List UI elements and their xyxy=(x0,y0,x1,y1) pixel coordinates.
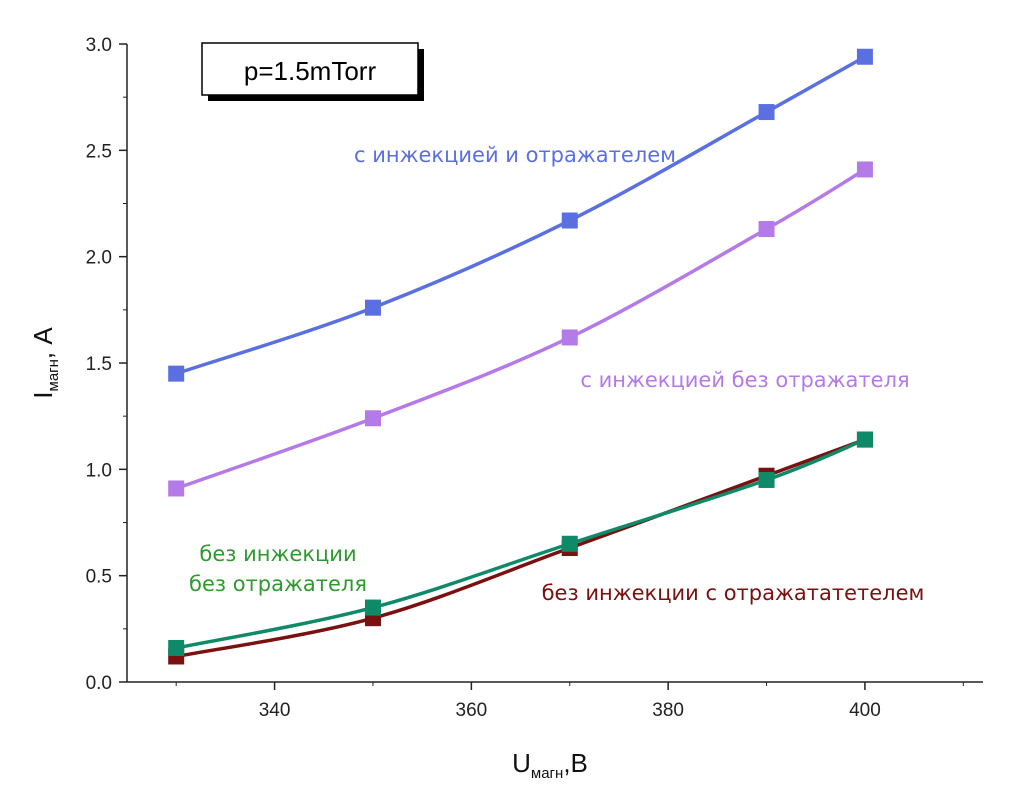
data-point xyxy=(561,329,578,346)
series-label-3: без инжекции без отражателя xyxy=(189,542,367,596)
y-tick-label: 0.0 xyxy=(86,673,112,694)
data-point xyxy=(856,48,873,65)
data-point xyxy=(364,299,381,316)
data-point xyxy=(168,365,185,382)
series-label-2: без инжекции с отражататетелем xyxy=(542,581,925,605)
series-labels: с инжекцией и отражателем с инжекцией без… xyxy=(189,143,924,605)
series-1 xyxy=(168,161,873,497)
data-point xyxy=(758,104,775,121)
y-tick-label: 3.0 xyxy=(86,35,112,56)
series-0 xyxy=(168,48,873,382)
data-point xyxy=(758,471,775,488)
data-point xyxy=(561,212,578,229)
y-tick-label: 0.5 xyxy=(86,567,112,588)
data-point xyxy=(561,535,578,552)
data-point xyxy=(168,480,185,497)
data-point xyxy=(856,431,873,448)
x-tick-label: 400 xyxy=(849,700,881,721)
series-label-0: с инжекцией и отражателем xyxy=(354,143,676,167)
series-label-1: с инжекцией без отражателя xyxy=(580,368,909,392)
y-tick-label: 2.0 xyxy=(86,248,112,269)
y-axis-title: Iмагн, A xyxy=(28,327,62,399)
series-layer xyxy=(168,48,873,665)
series-line xyxy=(175,437,866,650)
annotation-box: p=1.5mTorr xyxy=(201,42,424,101)
data-point xyxy=(364,410,381,427)
data-point xyxy=(758,221,775,238)
x-tick-label: 380 xyxy=(652,700,684,721)
x-tick-label: 340 xyxy=(259,700,291,721)
series-line xyxy=(175,55,866,376)
pressure-annotation: p=1.5mTorr xyxy=(244,56,377,86)
y-tick-label: 2.5 xyxy=(86,141,112,162)
data-point xyxy=(168,639,185,656)
series-line xyxy=(175,437,866,659)
series-3 xyxy=(168,431,873,656)
axes: 340 360 380 400 0.0 0.5 1.0 1.5 2.0 2.5 3.0 xyxy=(86,35,983,721)
x-tick-label: 360 xyxy=(456,700,488,721)
data-point xyxy=(856,161,873,178)
y-tick-label: 1.0 xyxy=(86,460,112,481)
x-axis-title: Uмагн,B xyxy=(512,748,588,782)
series-line xyxy=(175,167,866,491)
data-point xyxy=(364,599,381,616)
y-tick-label: 1.5 xyxy=(86,354,112,375)
